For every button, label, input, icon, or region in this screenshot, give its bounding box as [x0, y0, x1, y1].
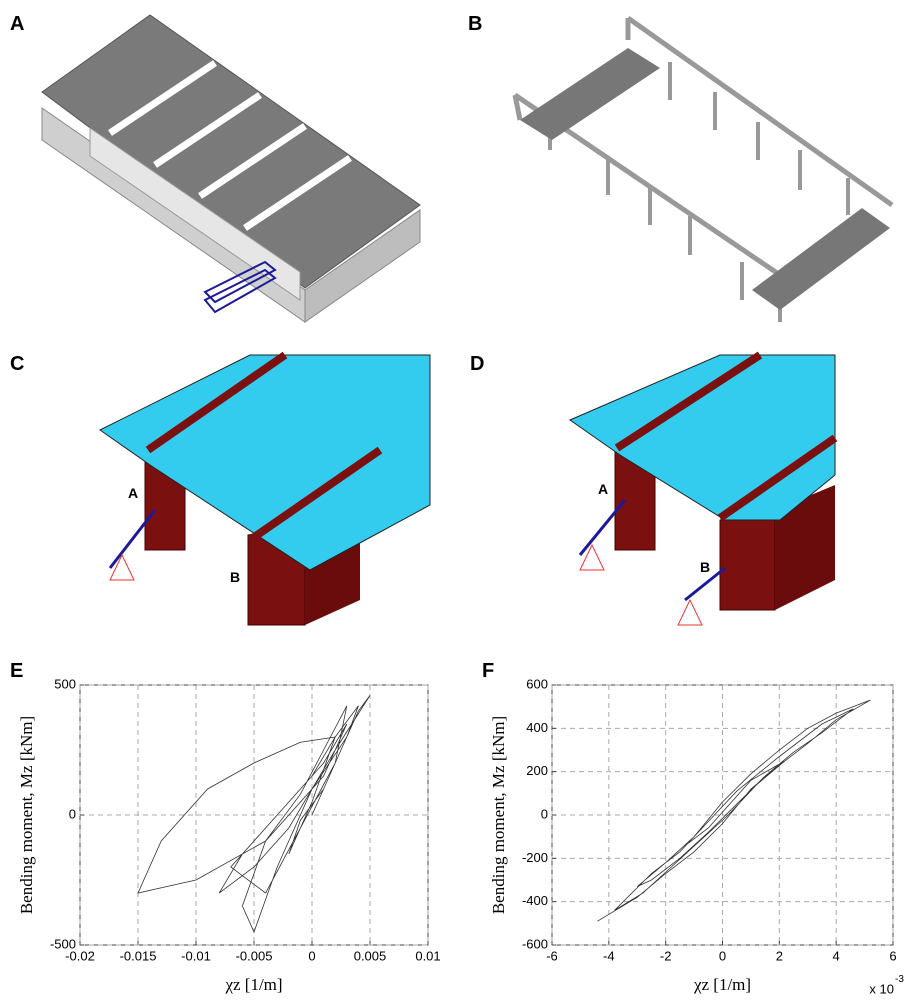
y-tick-label: 0 [69, 806, 76, 821]
detail-model [99, 351, 431, 626]
panel-label: C [10, 353, 24, 375]
data-line [597, 699, 871, 922]
y-axis-label: Bending moment, Mz [kNm] [489, 716, 508, 914]
x-axis-label: χz [1/m] [693, 975, 751, 994]
y-tick-label: -200 [522, 850, 548, 865]
panel-label: D [470, 353, 484, 375]
data-line [137, 695, 371, 934]
panel-label: F [482, 660, 494, 682]
y-tick-label: -500 [50, 936, 76, 951]
x-tick-label: 4 [833, 948, 840, 963]
y-tick-label: 600 [526, 676, 548, 691]
x-tick-label: -0.01 [181, 948, 211, 963]
x-tick-label: -6 [546, 948, 558, 963]
y-axis-label: Bending moment, Mz [kNm] [17, 716, 36, 914]
x-tick-label: 6 [889, 948, 896, 963]
y-tick-label: 0 [541, 806, 548, 821]
x-tick-label: 0 [308, 948, 315, 963]
x-tick-label: -4 [603, 948, 615, 963]
x-tick-label: -0.005 [236, 948, 273, 963]
panel-label: A [10, 13, 24, 35]
y-tick-label: -600 [522, 936, 548, 951]
x-tick-label: -0.02 [65, 948, 95, 963]
y-tick-label: 500 [54, 676, 76, 691]
x-axis-label: χz [1/m] [224, 975, 282, 994]
x-tick-label: -0.015 [120, 948, 157, 963]
point-label: B [230, 569, 240, 585]
x-tick-label: -2 [660, 948, 672, 963]
x-tick-label: 2 [776, 948, 783, 963]
frame-model [512, 15, 894, 322]
building-model [41, 14, 421, 323]
panel-label: E [10, 660, 23, 682]
axis-multiplier-exponent: -3 [895, 974, 904, 985]
x-tick-label: 0.01 [415, 948, 440, 963]
y-tick-label: 400 [526, 720, 548, 735]
point-label: B [700, 559, 710, 575]
floor-slab [752, 208, 890, 310]
y-tick-label: -400 [522, 893, 548, 908]
panel-label: B [468, 13, 482, 35]
point-label: A [598, 481, 608, 497]
point-label: A [128, 485, 138, 501]
detail-model [568, 351, 838, 626]
floor-slab [520, 48, 660, 140]
x-tick-label: 0 [719, 948, 726, 963]
axis-multiplier: x 10 [869, 981, 894, 996]
y-tick-label: 200 [526, 763, 548, 778]
x-tick-label: 0.005 [354, 948, 387, 963]
